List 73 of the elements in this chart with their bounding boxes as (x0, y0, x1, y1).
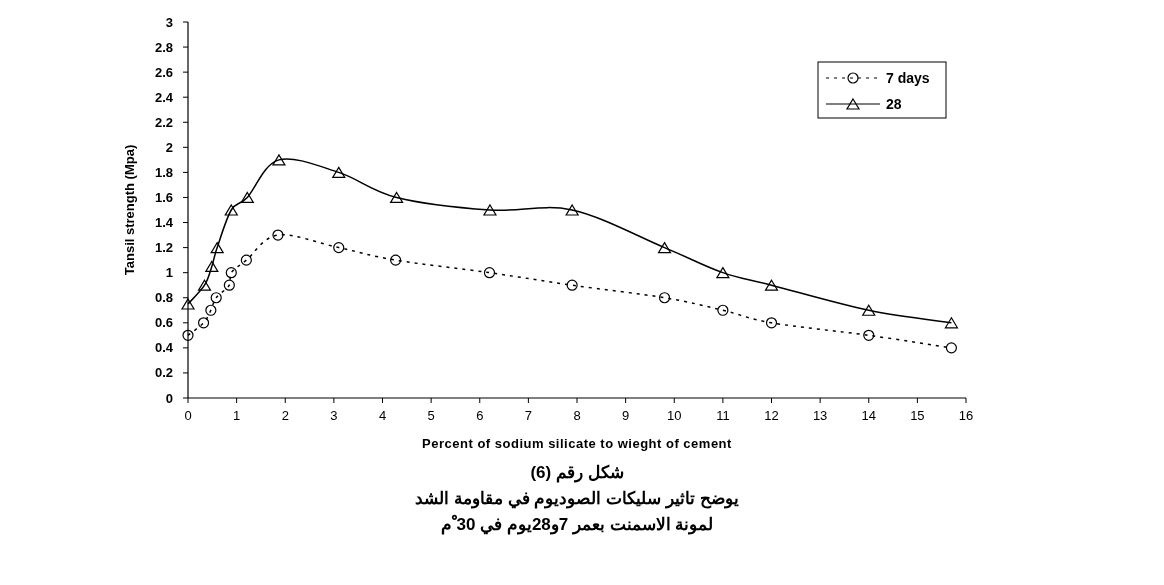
point (717, 304, 729, 316)
point (223, 279, 235, 291)
legend-label: 7 days (886, 70, 930, 86)
text: شكل رقم (6) (530, 463, 624, 483)
y-tick-label: 0.8 (154, 290, 173, 306)
point (565, 204, 579, 216)
y-tick-label: 0.6 (154, 315, 173, 331)
point (390, 254, 402, 266)
point (566, 279, 578, 291)
x-tick-label: 0 (184, 408, 192, 423)
y-tick-label: 2.2 (154, 114, 173, 130)
point (240, 191, 254, 204)
point (210, 242, 224, 254)
y-tick-label: 1.6 (154, 189, 173, 205)
point (225, 267, 237, 279)
point (944, 317, 959, 329)
point (332, 166, 346, 178)
y-tick-label: 0.4 (154, 340, 174, 356)
y-tick-label: 1.4 (154, 215, 174, 231)
y-tick-label: 2.6 (154, 64, 173, 80)
x-axis-title: Percent of sodium silicate to wieght of cement (422, 436, 733, 451)
y-tick-label: 1.2 (154, 240, 173, 256)
x-tick-label: 4 (378, 408, 387, 423)
point (862, 304, 876, 316)
y-tick-label: 2.4 (154, 89, 174, 105)
y-axis-title: Tansil strength (Mpa) (122, 144, 137, 276)
point (657, 242, 672, 254)
x-tick-label: 7 (524, 408, 532, 423)
x-tick-label: 15 (910, 408, 925, 423)
y-tick-label: 0 (165, 390, 173, 406)
point (272, 154, 286, 166)
x-tick-label: 8 (573, 408, 581, 423)
x-tick-label: 11 (716, 408, 730, 423)
point (863, 329, 875, 341)
x-tick-label: 6 (476, 408, 484, 423)
point (483, 204, 497, 216)
point (205, 304, 217, 316)
point (182, 329, 194, 341)
point (658, 292, 671, 304)
legend-label: 28 (886, 96, 902, 112)
y-tick-label: 2.8 (154, 39, 173, 55)
point (272, 229, 284, 241)
point (764, 279, 779, 291)
point (197, 317, 210, 329)
text: يوضح تاثير سليكات الصوديوم في مقاومة الشد (415, 489, 739, 509)
point (210, 292, 222, 304)
point (181, 298, 195, 310)
y-tick-label: 3 (165, 14, 173, 30)
x-tick-label: 5 (427, 408, 435, 423)
y-tick-label: 1.8 (154, 164, 173, 180)
point (224, 204, 238, 216)
x-tick-label: 9 (622, 408, 630, 423)
text: لمونة الاسمنت بعمر 7و28يوم في 30 ْم (440, 514, 714, 535)
point (197, 279, 212, 291)
x-tick-label: 13 (812, 408, 828, 423)
point (945, 342, 958, 354)
point (716, 267, 730, 279)
point (483, 267, 496, 279)
point (240, 254, 252, 266)
y-tick-label: 0.2 (154, 365, 173, 381)
x-tick-label: 1 (233, 408, 241, 423)
point (205, 260, 219, 272)
y-tick-label: 1 (165, 265, 173, 281)
x-tick-label: 3 (330, 408, 338, 423)
x-tick-label: 10 (667, 408, 682, 423)
point (765, 317, 778, 329)
point (333, 242, 345, 254)
x-tick-label: 2 (281, 408, 289, 423)
y-tick-label: 2 (165, 139, 173, 155)
point (390, 191, 404, 204)
x-tick-label: 14 (861, 408, 876, 423)
x-tick-label: 12 (764, 408, 779, 423)
x-tick-label: 16 (958, 408, 974, 423)
